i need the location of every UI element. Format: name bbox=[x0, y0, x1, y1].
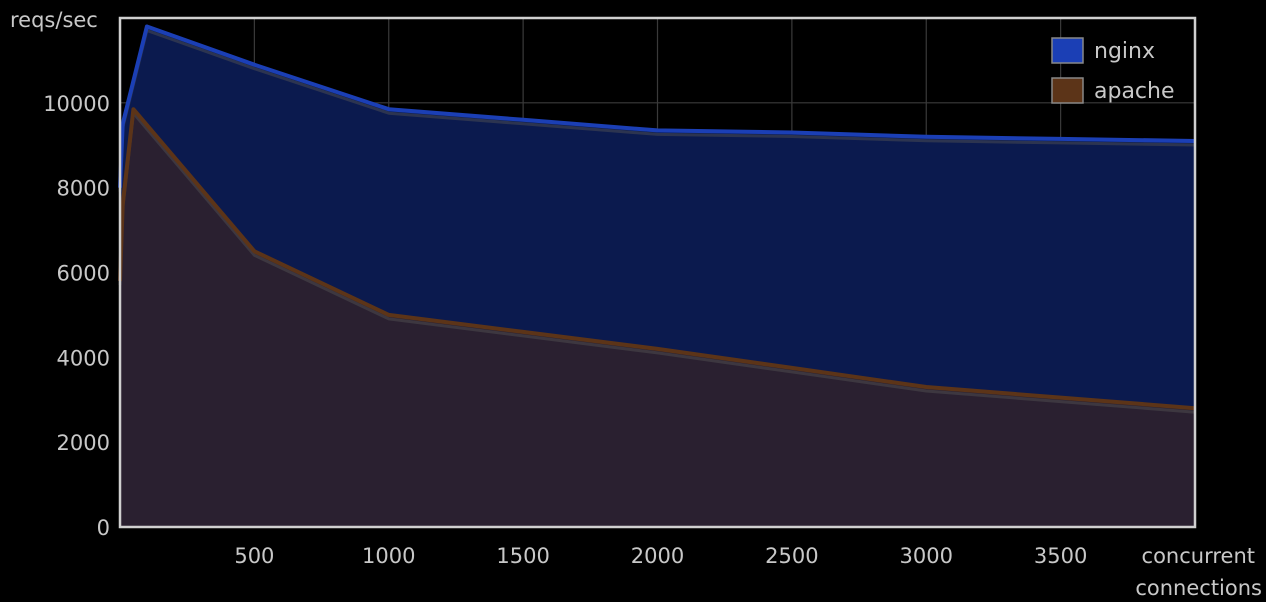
plot-frame bbox=[118, 16, 1197, 529]
y-tick-label: 0 bbox=[97, 516, 110, 540]
plot-areas bbox=[118, 24, 1196, 527]
y-tick-label: 4000 bbox=[57, 346, 110, 370]
x-axis-label-line-2: connections bbox=[1135, 576, 1262, 600]
plot-border bbox=[118, 16, 1197, 529]
y-tick-label: 6000 bbox=[57, 262, 110, 286]
x-tick-label: 3500 bbox=[1034, 544, 1087, 568]
x-tick-label: 2500 bbox=[765, 544, 818, 568]
y-tick-label: 8000 bbox=[57, 177, 110, 201]
line-apache bbox=[118, 107, 1196, 411]
legend: nginx apache bbox=[1051, 37, 1175, 104]
y-tick-label: 2000 bbox=[57, 431, 110, 455]
legend-swatch-apache bbox=[1051, 77, 1084, 104]
line-nginx bbox=[118, 24, 1196, 188]
legend-label-nginx: nginx bbox=[1094, 39, 1155, 64]
area-apache bbox=[120, 109, 1195, 527]
x-tick-label: 1000 bbox=[362, 544, 415, 568]
x-axis-label-line-1: concurrent bbox=[1142, 544, 1255, 568]
y-tick-label: 10000 bbox=[43, 92, 110, 116]
x-tick-label: 500 bbox=[234, 544, 274, 568]
legend-label-apache: apache bbox=[1094, 79, 1175, 104]
x-tick-label: 2000 bbox=[631, 544, 684, 568]
legend-swatch-nginx bbox=[1051, 37, 1084, 64]
y-axis-label: reqs/sec bbox=[10, 8, 98, 32]
x-tick-label: 3000 bbox=[900, 544, 953, 568]
tick-labels: 0 2000 4000 6000 8000 10000 500 1000 1500 2000 250… bbox=[43, 92, 1087, 568]
x-tick-label: 1500 bbox=[496, 544, 549, 568]
